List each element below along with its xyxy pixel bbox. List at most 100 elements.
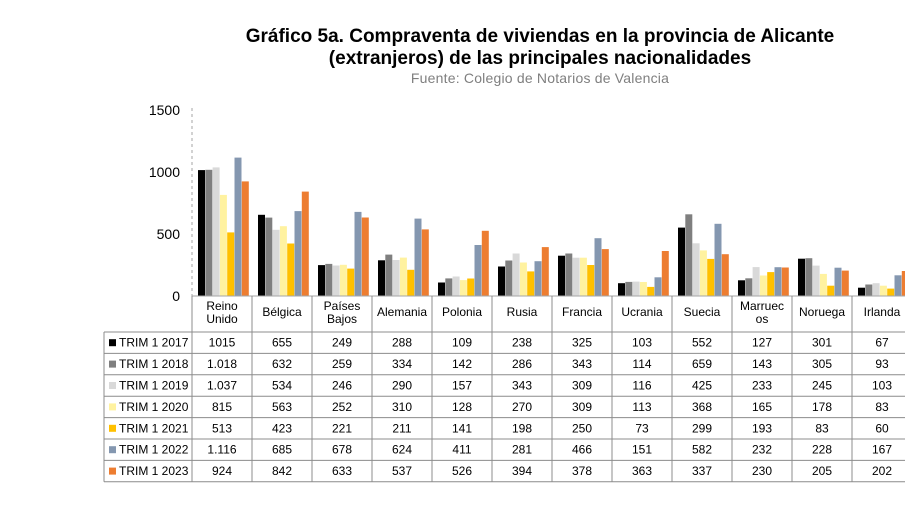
table-cell: 659 — [692, 357, 712, 371]
x-tick-label: Países — [324, 299, 361, 313]
table-cell: 423 — [272, 421, 292, 435]
bar — [519, 262, 527, 296]
table-cell: 309 — [572, 379, 592, 393]
bar — [438, 282, 445, 296]
bar — [294, 211, 302, 296]
bar — [654, 277, 662, 296]
x-tick-label: Bélgica — [262, 305, 302, 319]
table-cell: 143 — [752, 357, 772, 371]
bar — [707, 258, 715, 296]
table-cell: 582 — [692, 443, 712, 457]
table-cell: 252 — [332, 400, 352, 414]
bar — [354, 211, 362, 296]
table-cell: 343 — [512, 379, 532, 393]
table-cell: 245 — [812, 379, 832, 393]
bar — [272, 229, 280, 296]
table-cell: 286 — [512, 357, 532, 371]
table-cell: 142 — [452, 357, 472, 371]
table-cell: 310 — [392, 400, 412, 414]
table-cell: 250 — [572, 421, 592, 435]
bar — [745, 278, 753, 296]
table-cell: 60 — [875, 421, 889, 435]
bar — [414, 218, 422, 296]
legend-swatch — [109, 360, 116, 368]
legend-swatch — [109, 382, 116, 389]
legend-swatch — [109, 446, 116, 454]
table-cell: 552 — [692, 336, 712, 350]
bar — [714, 223, 722, 296]
table-cell: 1.037 — [207, 379, 237, 393]
x-tick-label: Reino — [206, 299, 238, 313]
x-tick-label: Marruec — [740, 299, 784, 313]
table-cell: 73 — [635, 421, 649, 435]
bar — [512, 253, 520, 296]
x-tick-label: Bajos — [327, 312, 357, 326]
table-cell: 230 — [752, 464, 772, 478]
table-cell: 337 — [692, 464, 712, 478]
bar — [527, 271, 535, 296]
table-cell: 343 — [572, 357, 592, 371]
bar — [639, 282, 647, 296]
legend-label: TRIM 1 2019 — [119, 379, 189, 393]
table-cell: 83 — [875, 400, 889, 414]
table-cell: 178 — [812, 400, 832, 414]
x-tick-label: Suecia — [684, 305, 721, 319]
legend-label: TRIM 1 2017 — [119, 336, 189, 350]
table-cell: 83 — [815, 421, 829, 435]
table-cell: 232 — [752, 443, 772, 457]
table-cell: 151 — [632, 443, 652, 457]
table-cell: 1.018 — [207, 357, 237, 371]
table-cell: 378 — [572, 464, 592, 478]
bar — [399, 257, 407, 296]
bar — [219, 194, 227, 296]
table-cell: 425 — [692, 379, 712, 393]
table-cell: 924 — [212, 464, 232, 478]
table-cell: 633 — [332, 464, 352, 478]
table-cell: 299 — [692, 421, 712, 435]
x-tick-label: Francia — [562, 305, 602, 319]
bar — [819, 273, 827, 296]
bar — [759, 275, 767, 296]
bar — [227, 232, 235, 296]
bar — [241, 181, 249, 296]
bar — [541, 247, 549, 296]
bar — [332, 265, 340, 296]
bar — [752, 267, 760, 296]
legend-swatch — [109, 339, 116, 347]
x-tick-label: Rusia — [507, 305, 538, 319]
table-cell: 394 — [512, 464, 532, 478]
table-cell: 128 — [452, 400, 472, 414]
chart-title-line-1: Gráfico 5a. Compraventa de viviendas en … — [245, 26, 835, 47]
y-tick-label: 1000 — [149, 164, 180, 180]
bar — [834, 267, 842, 296]
bar — [805, 258, 813, 296]
bar — [632, 281, 640, 296]
bar — [392, 260, 400, 296]
chart-title-line-2: (extranjeros) de las principales naciona… — [328, 48, 752, 69]
table-cell: 678 — [332, 443, 352, 457]
bar — [301, 191, 309, 296]
bar — [421, 229, 429, 296]
x-tick-label: os — [756, 312, 769, 326]
table-cell: 563 — [272, 400, 292, 414]
x-tick-label: Noruega — [799, 305, 845, 319]
bar — [812, 265, 820, 296]
legend-swatch — [109, 424, 116, 432]
bar — [212, 167, 220, 296]
bar — [647, 286, 655, 296]
table-cell: 103 — [632, 336, 652, 350]
bar — [287, 243, 295, 296]
table-cell: 67 — [875, 336, 889, 350]
bar — [865, 284, 873, 296]
table-cell: 221 — [332, 421, 352, 435]
table-cell: 685 — [272, 443, 292, 457]
table-cell: 1015 — [209, 336, 236, 350]
legend-label: TRIM 1 2021 — [119, 421, 189, 435]
x-tick-label: Ucrania — [621, 305, 663, 319]
bar — [827, 285, 835, 296]
y-tick-label: 500 — [157, 226, 181, 242]
table-cell: 513 — [212, 421, 232, 435]
bar — [279, 226, 287, 296]
table-cell: 363 — [632, 464, 652, 478]
bar — [685, 214, 693, 296]
